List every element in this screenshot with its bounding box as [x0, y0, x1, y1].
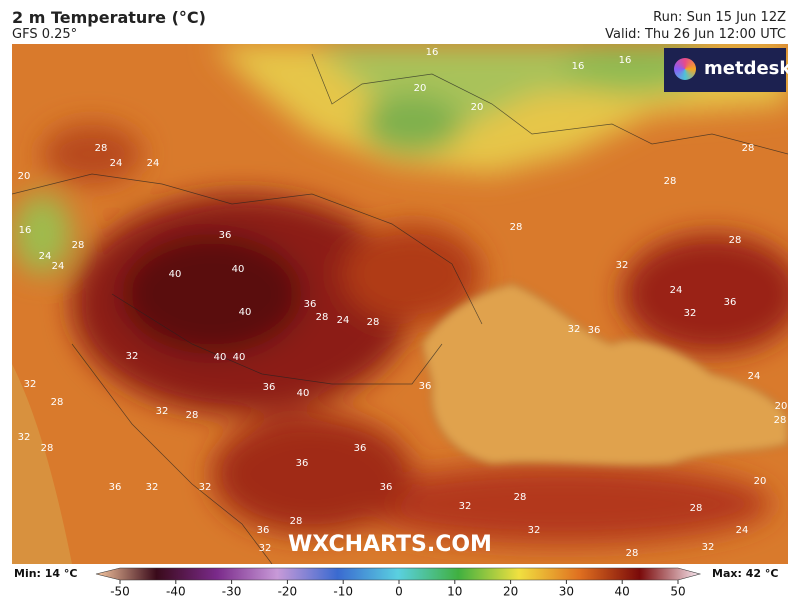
contour-label: 28: [774, 415, 787, 426]
contour-label: 16: [619, 55, 632, 66]
contour-label: 40: [214, 352, 227, 363]
contour-label: 32: [18, 432, 31, 443]
contour-label: 40: [239, 307, 252, 318]
contour-label: 24: [110, 158, 123, 169]
contour-label: 32: [684, 308, 697, 319]
contour-label: 16: [426, 47, 439, 58]
contour-label: 28: [690, 503, 703, 514]
contour-label: 28: [290, 516, 303, 527]
logo-box: metdesk: [664, 48, 791, 92]
tick-label: 20: [503, 585, 518, 599]
max-label: Max: 42 °C: [712, 567, 778, 580]
logo-icon: [674, 58, 696, 80]
contour-label: 28: [729, 235, 742, 246]
contour-label: 36: [219, 230, 232, 241]
contour-label: 28: [367, 317, 380, 328]
contour-label: 24: [39, 251, 52, 262]
contour-label: 28: [742, 143, 755, 154]
contour-label: 28: [51, 397, 64, 408]
contour-label: 36: [296, 458, 309, 469]
contour-label: 40: [169, 269, 182, 280]
contour-label: 16: [572, 61, 585, 72]
contour-label: 32: [126, 351, 139, 362]
contour-label: 36: [419, 381, 432, 392]
contour-label: 40: [297, 388, 310, 399]
contour-label: 36: [380, 482, 393, 493]
contour-label: 20: [471, 102, 484, 113]
contour-label: 32: [702, 542, 715, 553]
contour-label: 20: [754, 476, 767, 487]
contour-label: 36: [257, 525, 270, 536]
contour-label: 32: [156, 406, 169, 417]
contour-label: 32: [146, 482, 159, 493]
contour-label: 32: [24, 379, 37, 390]
contour-label: 20: [775, 401, 788, 412]
contour-label: 28: [41, 443, 54, 454]
logo: metdesk: [704, 58, 792, 79]
contour-label: 24: [147, 158, 160, 169]
contour-label: 40: [232, 264, 245, 275]
contour-label: 32: [616, 260, 629, 271]
contour-label: 28: [186, 410, 199, 421]
tick-label: -20: [278, 585, 298, 599]
contour-label: 28: [510, 222, 523, 233]
min-label: Min: 14 °C: [14, 567, 78, 580]
tick-label: -50: [110, 585, 130, 599]
contour-label: 40: [233, 352, 246, 363]
colorbar: Min: 14 °C Max: 42 °C -50 -40 -30 -20 -10 0 10…: [14, 567, 778, 599]
contour-label: 16: [19, 225, 32, 236]
contour-label: 28: [72, 240, 85, 251]
contour-label: 32: [459, 501, 472, 512]
contour-label: 28: [626, 548, 639, 559]
contour-label: 24: [736, 525, 749, 536]
contour-label: 28: [95, 143, 108, 154]
contour-label: 20: [414, 83, 427, 94]
contour-label: 24: [670, 285, 683, 296]
contour-label: 36: [724, 297, 737, 308]
contour-label: 36: [588, 325, 601, 336]
tick-label: -30: [222, 585, 242, 599]
run: Run: Sun 15 Jun 12Z: [653, 10, 786, 25]
contour-label: 36: [354, 443, 367, 454]
contour-label: 28: [514, 492, 527, 503]
contour-label: 32: [568, 324, 581, 335]
title: 2 m Temperature (°C): [12, 8, 206, 27]
model: GFS 0.25°: [12, 27, 78, 42]
tick-label: 30: [559, 585, 574, 599]
contour-label: 32: [259, 543, 272, 554]
contour-label: 24: [337, 315, 350, 326]
contour-label: 36: [304, 299, 317, 310]
tick-label: -40: [166, 585, 186, 599]
contour-label: 28: [664, 176, 677, 187]
watermark: WXCHARTS.COM: [288, 532, 492, 557]
contour-label: 24: [52, 261, 65, 272]
tick-label: 40: [615, 585, 630, 599]
contour-label: 32: [199, 482, 212, 493]
valid: Valid: Thu 26 Jun 12:00 UTC: [605, 27, 786, 42]
contour-label: 28: [316, 312, 329, 323]
contour-label: 36: [263, 382, 276, 393]
tick-label: 10: [447, 585, 462, 599]
contour-label: 36: [109, 482, 122, 493]
tick-label: -10: [333, 585, 353, 599]
contour-label: 24: [748, 371, 761, 382]
tick-label: 50: [670, 585, 685, 599]
tick-label: 0: [395, 585, 403, 599]
contour-label: 32: [528, 525, 541, 536]
colorbar-scale: [95, 567, 702, 581]
contour-label: 20: [18, 171, 31, 182]
